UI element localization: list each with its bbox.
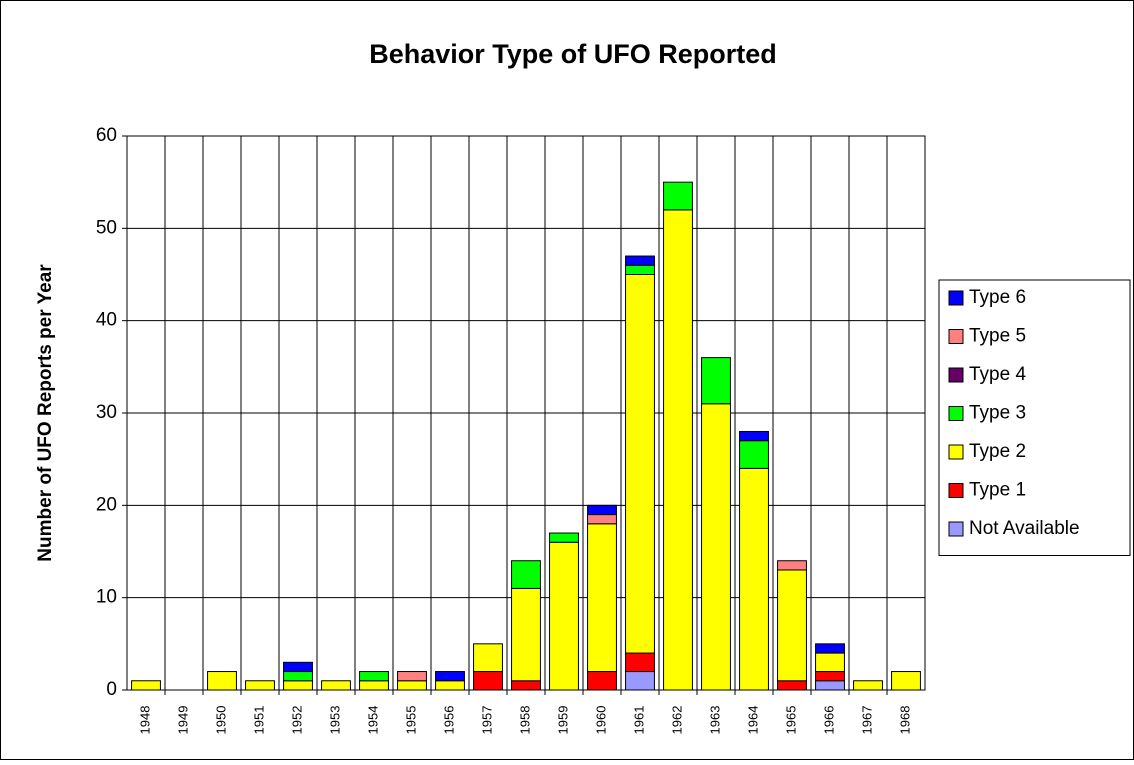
legend-swatch (948, 329, 964, 344)
x-tick-label: 1962 (669, 706, 684, 735)
x-tick-label: 1951 (251, 706, 266, 735)
bar-segment (549, 532, 579, 543)
bar-segment (587, 514, 617, 525)
legend-swatch (948, 483, 964, 498)
bar-segment (587, 504, 617, 516)
bar-segment (739, 467, 769, 691)
x-tick-label: 1968 (897, 706, 912, 735)
bar-segment (891, 671, 921, 691)
bar-segment (511, 560, 541, 589)
y-tick-label: 20 (96, 494, 117, 515)
y-axis-label: Number of UFO Reports per Year (35, 264, 56, 562)
bar-segment (587, 523, 617, 673)
legend-label: Type 6 (969, 287, 1026, 308)
x-tick-label: 1967 (859, 706, 874, 735)
bar-segment (777, 569, 807, 682)
legend-label: Type 4 (969, 364, 1026, 385)
bar-segment (625, 274, 655, 654)
bar-segment (663, 181, 693, 211)
legend-label: Type 5 (969, 326, 1026, 347)
bar-segment (777, 680, 807, 691)
legend-swatch (948, 521, 964, 537)
x-tick-label: 1957 (479, 706, 494, 735)
legend-swatch (948, 290, 964, 306)
x-tick-label: 1948 (137, 706, 152, 735)
y-tick-label: 60 (96, 125, 117, 146)
y-tick-label: 0 (106, 679, 117, 700)
bar-segment (625, 652, 655, 673)
y-tick-label: 50 (96, 217, 117, 238)
bar-segment (511, 587, 541, 682)
bar-segment (663, 209, 693, 691)
x-tick-label: 1956 (441, 706, 456, 735)
bar-segment (815, 680, 845, 691)
bar-segment (473, 671, 503, 691)
bar-segment (815, 643, 845, 654)
bar-segment (815, 671, 845, 682)
x-tick-label: 1949 (175, 706, 190, 735)
bar-segment (815, 652, 845, 673)
bar-segment (397, 680, 427, 691)
x-tick-label: 1954 (365, 706, 380, 735)
bar-segment (359, 671, 389, 682)
legend-swatch (948, 367, 964, 383)
y-tick-label: 30 (96, 402, 117, 423)
legend-swatch (948, 444, 964, 460)
bar-segment (473, 643, 503, 673)
x-tick-label: 1955 (403, 706, 418, 735)
x-tick-label: 1950 (213, 706, 228, 735)
bar-segment (739, 430, 769, 442)
bar-segment (625, 255, 655, 266)
y-tick-label: 10 (96, 587, 117, 608)
bar-segment (435, 680, 465, 691)
x-tick-label: 1959 (555, 706, 570, 735)
x-tick-label: 1958 (517, 706, 532, 735)
legend-label: Type 1 (969, 480, 1026, 501)
x-tick-label: 1964 (745, 706, 760, 735)
legend-swatch (948, 406, 964, 421)
bar-segment (587, 671, 617, 691)
bar-segment (207, 671, 237, 691)
x-tick-label: 1961 (631, 706, 646, 735)
bar-segment (701, 403, 731, 691)
bar-segment (739, 440, 769, 469)
chart-title: Behavior Type of UFO Reported (369, 39, 777, 69)
x-tick-label: 1963 (707, 706, 722, 735)
y-tick-label: 40 (96, 310, 117, 331)
legend-label: Type 2 (969, 441, 1026, 462)
bar-segment (777, 560, 807, 571)
bar-segment (359, 680, 389, 691)
bar-segment (853, 680, 883, 691)
bar-segment (511, 680, 541, 691)
bar-segment (549, 541, 579, 691)
bar-segment (625, 671, 655, 691)
bar-segment (283, 661, 313, 673)
x-tick-label: 1966 (821, 706, 836, 735)
bar-segment (435, 671, 465, 682)
legend-box (938, 279, 1131, 556)
x-tick-label: 1952 (289, 706, 304, 735)
x-tick-label: 1953 (327, 706, 342, 735)
bar-segment (397, 671, 427, 682)
bar-segment (283, 671, 313, 682)
bar-segment (131, 680, 161, 691)
bar-segment (701, 357, 731, 405)
bar-segment (245, 680, 275, 691)
bar-segment (321, 680, 351, 691)
x-tick-label: 1965 (783, 706, 798, 735)
legend-label: Not Available (969, 518, 1080, 539)
x-tick-label: 1960 (593, 706, 608, 735)
bar-segment (625, 264, 655, 275)
bar-segment (283, 680, 313, 691)
legend-label: Type 3 (969, 403, 1026, 424)
